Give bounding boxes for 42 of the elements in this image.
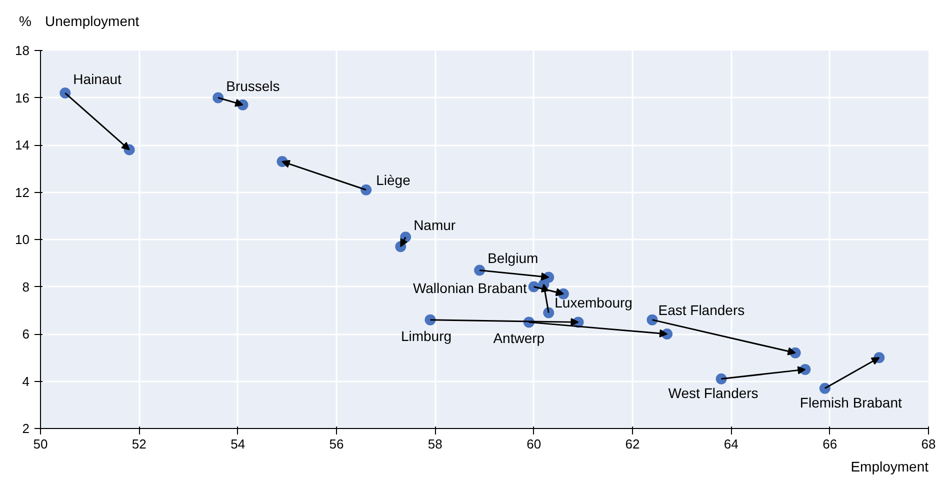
x-tick-label: 66 — [822, 436, 838, 452]
point — [60, 88, 71, 99]
y-tick-label: 8 — [22, 279, 30, 294]
series-label: Flemish Brabant — [800, 394, 902, 410]
series-label: Wallonian Brabant — [412, 280, 527, 296]
series-label: Antwerp — [493, 330, 545, 346]
series-label: Namur — [414, 217, 456, 234]
series-label: Belgium — [488, 250, 538, 266]
series-label: East Flanders — [658, 302, 745, 318]
point — [424, 314, 436, 326]
x-tick-label: 56 — [329, 436, 344, 452]
y-tick-label: 10 — [15, 232, 30, 247]
y-tick-label: 12 — [15, 184, 30, 200]
series-label: West Flanders — [668, 384, 758, 401]
y-tick-label: 16 — [15, 90, 30, 106]
x-tick-label: 62 — [625, 436, 640, 452]
y-tick-label: 6 — [22, 326, 30, 342]
x-tick-label: 50 — [33, 436, 48, 452]
y-tick-label: 2 — [22, 421, 30, 436]
y-tick-label: 14 — [15, 138, 30, 152]
y-tick-label: 4 — [22, 374, 30, 389]
x-tick-label: 60 — [526, 436, 542, 452]
text: % — [19, 12, 32, 31]
x-tick-label: 52 — [132, 436, 146, 452]
x-tick-label: 64 — [724, 436, 738, 452]
series-label: Liège — [376, 172, 411, 188]
series-label: Brussels — [226, 78, 280, 94]
point — [474, 264, 486, 276]
series-label: Luxembourg — [554, 294, 632, 311]
x-axis-title: Employment — [850, 458, 929, 474]
point — [360, 184, 372, 196]
x-tick-label: 54 — [230, 436, 246, 452]
point — [819, 382, 830, 394]
y-tick-label: 18 — [15, 43, 30, 58]
y-axis-title: Unemployment — [45, 12, 140, 31]
point — [646, 314, 658, 326]
series-label: Hainaut — [73, 71, 122, 88]
point — [716, 373, 727, 384]
x-tick-label: 68 — [921, 436, 936, 452]
x-tick-label: 58 — [428, 436, 442, 452]
series-label: Limburg — [400, 328, 452, 344]
point — [543, 307, 554, 318]
